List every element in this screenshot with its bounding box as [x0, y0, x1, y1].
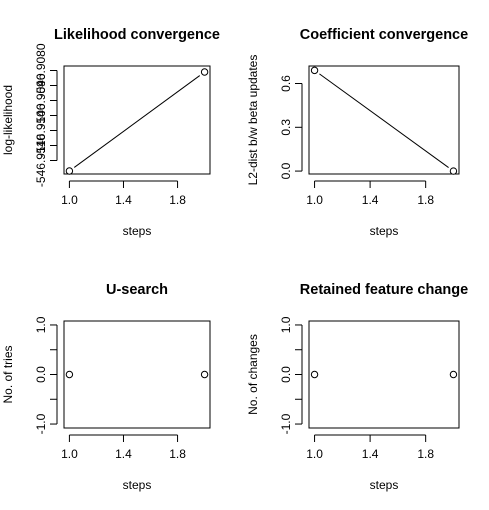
series-line-segment	[319, 73, 449, 168]
series-line-segment	[73, 75, 201, 168]
x-tick-label: 1.8	[417, 447, 434, 461]
chart-panel-4: Retained feature change 1.0 1.4 1.8 steps -1.…	[246, 282, 468, 492]
y-tick-label: -546.9090	[34, 73, 48, 127]
y-tick-label: -546.9110	[34, 134, 48, 187]
x-tick-label: 1.4	[362, 447, 379, 461]
x-tick-label: 1.8	[169, 193, 186, 207]
x-tick-label: 1.4	[115, 447, 132, 461]
x-axis-label: steps	[370, 478, 399, 492]
y-tick-label: -546.9080	[34, 43, 48, 97]
y-tick-label: 0.0	[279, 162, 293, 179]
data-point	[449, 370, 458, 379]
chart-panel-2: Coefficient convergence 1.0 1.4 1.8 steps 0.0…	[246, 27, 468, 238]
y-tick-label: 1.0	[34, 316, 48, 333]
data-point	[310, 370, 319, 379]
chart-title: Coefficient convergence	[300, 27, 468, 43]
data-point	[200, 370, 209, 379]
data-point	[449, 167, 458, 175]
y-tick-label: -1.0	[34, 413, 48, 434]
x-axis: 1.0 1.4 1.8	[61, 180, 186, 207]
data-point	[65, 370, 74, 379]
x-axis: 1.0 1.4 1.8	[306, 434, 434, 461]
x-tick-label: 1.4	[115, 193, 132, 207]
chart-title: U-search	[106, 282, 168, 298]
x-axis-label: steps	[370, 224, 399, 238]
chart-title: Likelihood convergence	[54, 27, 220, 43]
chart-panel-1: Likelihood convergence 1.0 1.4 1.8 steps -546…	[1, 27, 220, 238]
y-tick-label: 0.0	[279, 366, 293, 383]
x-tick-label: 1.8	[169, 447, 186, 461]
chart-panel-3: U-search 1.0 1.4 1.8 steps -1.0 0.0 1.0 No. of t…	[1, 282, 211, 492]
x-axis-label: steps	[123, 478, 152, 492]
y-tick-label: -546.9100	[34, 103, 48, 157]
y-axis-label: No. of changes	[246, 334, 260, 415]
plot-frame	[63, 320, 211, 429]
plot-frame	[63, 65, 211, 175]
y-axis-label: L2-dist b/w beta updates	[246, 55, 260, 186]
x-axis: 1.0 1.4 1.8	[61, 434, 186, 461]
y-axis-label: No. of tries	[1, 345, 15, 403]
data-point	[65, 167, 74, 175]
y-axis-label: log-likelihood	[1, 85, 15, 155]
y-tick-label: -1.0	[279, 413, 293, 434]
y-tick-label: 0.3	[279, 119, 293, 136]
x-tick-label: 1.4	[362, 193, 379, 207]
x-tick-label: 1.0	[61, 193, 78, 207]
y-axis: -1.0 0.0 1.0	[34, 316, 58, 434]
data-point	[310, 66, 319, 75]
plot-frame	[308, 65, 460, 175]
x-tick-label: 1.0	[306, 193, 323, 207]
x-tick-label: 1.0	[306, 447, 323, 461]
x-tick-label: 1.8	[417, 193, 434, 207]
x-axis: 1.0 1.4 1.8	[306, 180, 434, 207]
y-axis: 0.0 0.3 0.6	[279, 75, 303, 179]
y-tick-label: 1.0	[279, 316, 293, 333]
y-axis: -546.9110-546.9100-546.9090-546.9080	[34, 43, 58, 187]
plot-frame	[308, 320, 460, 429]
y-tick-label: 0.6	[279, 75, 293, 92]
x-axis-label: steps	[123, 224, 152, 238]
y-tick-label: 0.0	[34, 366, 48, 383]
data-point	[200, 68, 209, 76]
y-axis: -1.0 0.0 1.0	[279, 316, 303, 434]
x-tick-label: 1.0	[61, 447, 78, 461]
chart-title: Retained feature change	[300, 282, 468, 298]
